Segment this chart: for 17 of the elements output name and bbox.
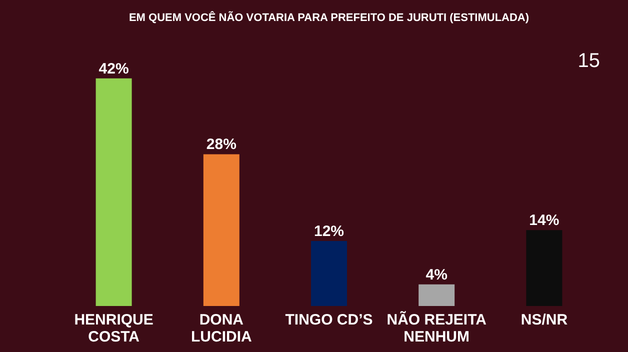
- data-label: 28%: [206, 136, 236, 154]
- x-tick-label: TINGO CD’S: [285, 312, 373, 328]
- data-label: 14%: [529, 212, 560, 230]
- data-label: 42%: [98, 60, 129, 78]
- chart-title: EM QUEM VOCÊ NÃO VOTARIA PARA PREFEITO DE JURUTI (ESTIMULADA): [128, 11, 530, 24]
- x-tick-label: NÃO REJEITA NENHUM: [386, 310, 487, 346]
- text: 15: [578, 50, 600, 72]
- x-tick-label: DONA LUCIDIA: [190, 312, 252, 346]
- bar: [418, 284, 455, 306]
- bar: [311, 240, 347, 306]
- data-label: 4%: [426, 266, 448, 284]
- x-tick-label: HENRIQUE COSTA: [74, 312, 154, 346]
- x-tick-label: NS/NR: [520, 312, 568, 328]
- bar: [203, 154, 240, 306]
- bar: [526, 230, 562, 306]
- data-label: 12%: [314, 222, 344, 240]
- bar: [96, 78, 132, 306]
